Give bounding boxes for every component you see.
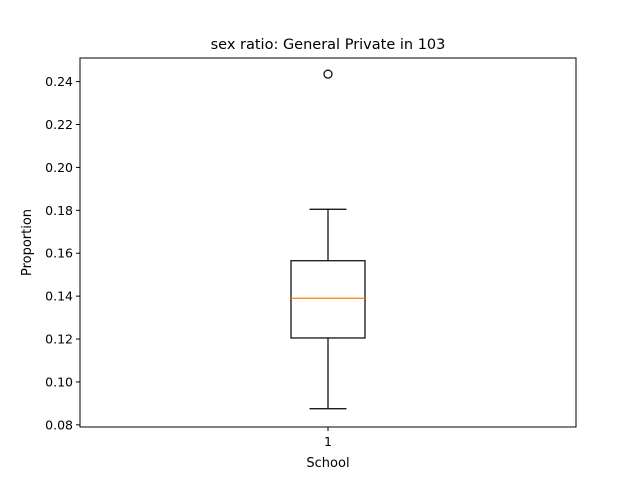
y-tick-label: 0.20 [45,160,73,175]
box-iqr [290,260,366,339]
y-tick-label: 0.24 [45,74,73,89]
y-tick-label: 0.12 [45,332,73,347]
y-tick-label: 0.18 [45,203,73,218]
x-tick-label: 1 [324,434,332,449]
y-tick-label: 0.22 [45,117,73,132]
y-tick-label: 0.10 [45,374,73,389]
axes: 0.08 0.10 0.12 0.14 0.16 0.18 0.20 0.22 0.24 1 [45,57,577,449]
outlier-point [323,69,333,79]
plot-area [290,69,366,410]
y-tick-label: 0.16 [45,246,73,261]
x-axis-label: School [306,456,349,471]
chart-title: sex ratio: General Private in 103 [211,37,446,53]
y-axis-label: Proportion [20,209,35,276]
y-tick-label: 0.08 [45,417,73,432]
y-tick-label: 0.14 [45,289,73,304]
